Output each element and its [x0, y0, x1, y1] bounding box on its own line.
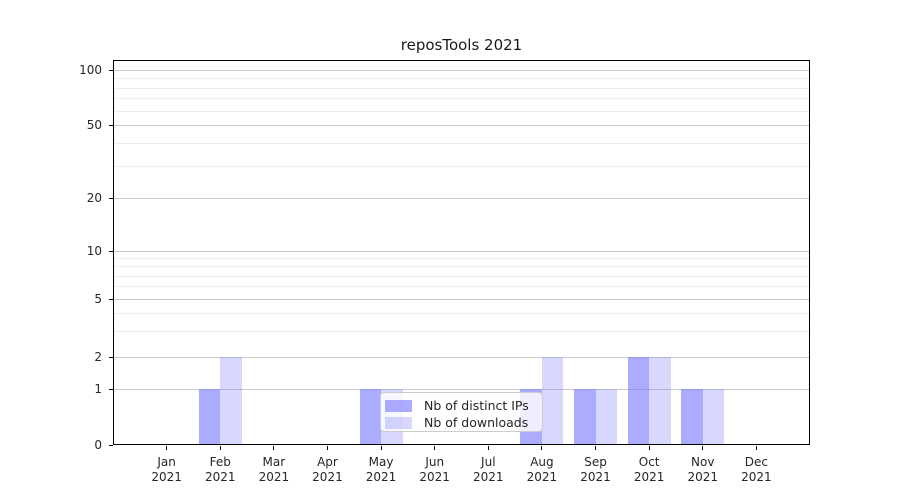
gridline-minor [113, 258, 810, 260]
x-tick-mark [595, 446, 597, 450]
y-tick-label: 100 [79, 63, 102, 77]
x-tick-label: Mar 2021 [258, 455, 290, 484]
x-tick-mark [166, 446, 168, 450]
x-tick-mark [219, 446, 221, 450]
x-tick-label: Dec 2021 [741, 455, 772, 484]
y-tick-label: 10 [86, 244, 102, 258]
legend-item-distinct-ips: Nb of distinct IPs [385, 397, 542, 414]
x-tick-mark [273, 446, 275, 450]
x-tick-label: Jun 2021 [419, 455, 450, 484]
gridline-major [113, 198, 810, 199]
bar-feb-downloads [220, 357, 242, 444]
gridline-major [113, 125, 810, 126]
y-tick-mark [109, 250, 113, 252]
x-tick-mark [648, 446, 650, 450]
y-tick-label: 2 [94, 350, 102, 364]
bar-feb-distinct-ips [198, 389, 221, 444]
legend-item-downloads: Nb of downloads [385, 414, 542, 431]
chart-title: reposTools 2021 [400, 36, 523, 54]
gridline-minor [113, 98, 810, 100]
bar-nov-downloads [702, 389, 725, 444]
x-tick-label: Feb 2021 [204, 455, 236, 484]
bar-sep-distinct-ips [574, 389, 596, 444]
y-tick-label: 20 [86, 191, 102, 205]
legend-swatch-downloads-icon [385, 416, 412, 429]
bar-aug-downloads [541, 357, 564, 444]
y-tick-label: 1 [94, 382, 102, 396]
x-tick-mark [541, 446, 543, 450]
x-tick-label: Jul 2021 [473, 455, 504, 484]
gridline-minor [113, 87, 810, 89]
gridline-minor [113, 165, 810, 167]
x-tick-mark [702, 446, 704, 450]
y-tick-mark [109, 298, 113, 300]
gridline-major [113, 251, 810, 252]
legend-swatch-distinct-ips-icon [385, 399, 412, 412]
y-tick-mark [109, 69, 113, 71]
gridline-minor [113, 78, 810, 80]
x-tick-mark [434, 446, 436, 450]
x-tick-label: Nov 2021 [687, 455, 719, 484]
bar-sep-downloads [595, 389, 617, 444]
gridline-major [113, 299, 810, 300]
y-tick-mark [109, 197, 113, 199]
y-tick-label: 0 [94, 438, 102, 452]
legend-label-distinct-ips: Nb of distinct IPs [424, 398, 529, 413]
y-tick-mark [109, 356, 113, 358]
gridline-minor [113, 313, 810, 315]
y-tick-mark [109, 124, 113, 126]
x-tick-label: Apr 2021 [312, 455, 343, 484]
gridline-minor [113, 266, 810, 268]
gridline-minor [113, 331, 810, 333]
x-tick-mark [380, 446, 382, 450]
x-tick-mark [326, 446, 328, 450]
gridline-major [113, 357, 810, 358]
y-tick-mark [109, 388, 113, 390]
bar-oct-distinct-ips [627, 357, 650, 444]
x-tick-mark [755, 446, 757, 450]
bar-oct-downloads [649, 357, 671, 444]
legend: Nb of distinct IPs Nb of downloads [380, 392, 543, 432]
gridline-minor [113, 286, 810, 288]
x-tick-label: Jan 2021 [151, 455, 182, 484]
gridline-major [113, 389, 810, 390]
gridline-minor [113, 110, 810, 112]
gridline-minor [113, 275, 810, 277]
y-tick-label: 50 [86, 118, 102, 132]
gridline-major [113, 70, 810, 71]
y-tick-label: 5 [94, 292, 102, 306]
plot-border [113, 60, 810, 445]
gridline-minor [113, 142, 810, 144]
x-tick-label: Oct 2021 [633, 455, 665, 484]
bar-may-distinct-ips [359, 389, 382, 444]
legend-label-downloads: Nb of downloads [424, 415, 529, 430]
bar-nov-distinct-ips [681, 389, 703, 444]
x-tick-mark [487, 446, 489, 450]
x-tick-label: Aug 2021 [526, 455, 558, 484]
y-tick-mark [109, 444, 113, 446]
x-tick-label: May 2021 [365, 455, 397, 484]
x-tick-label: Sep 2021 [580, 455, 611, 484]
